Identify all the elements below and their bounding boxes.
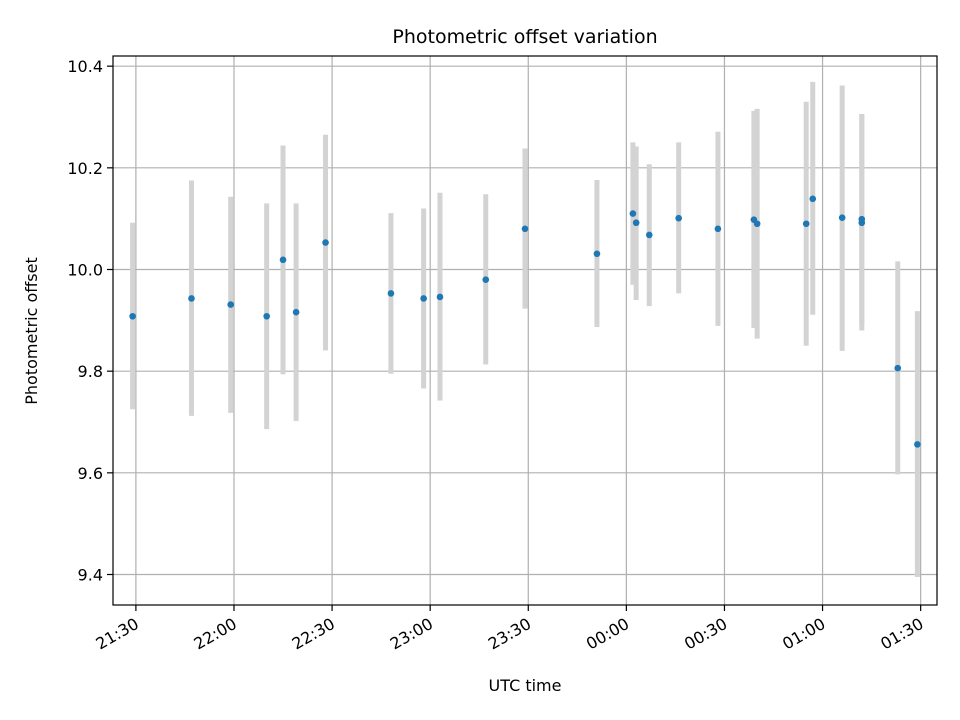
data-point <box>387 290 395 297</box>
y-axis: 9.4 9.6 9.8 10.0 10.2 10.4 <box>67 57 113 585</box>
data-point <box>436 293 444 301</box>
data-point <box>894 364 902 372</box>
x-axis-label: UTC time <box>489 676 562 695</box>
data-point <box>129 312 136 320</box>
data-point <box>809 195 817 203</box>
data-point <box>858 219 866 227</box>
y-tick-label: 9.8 <box>78 362 103 381</box>
data-point <box>521 225 529 233</box>
data-point <box>227 301 235 308</box>
y-axis-label: Photometric offset <box>22 257 41 405</box>
data-point <box>675 214 682 222</box>
plot-area-frame <box>112 55 938 606</box>
y-tick-label: 10.2 <box>67 159 103 178</box>
data-point <box>322 239 329 246</box>
data-point <box>753 220 761 228</box>
data-point <box>914 441 921 448</box>
data-point <box>593 250 601 258</box>
data-point <box>629 210 637 217</box>
y-tick-label: 9.4 <box>78 566 103 585</box>
data-point <box>279 256 287 264</box>
data-point <box>420 295 427 302</box>
data-point <box>802 220 810 228</box>
y-tick-label: 10.4 <box>67 57 103 76</box>
data-point <box>263 312 270 320</box>
y-tick-label: 9.6 <box>78 464 103 483</box>
data-point <box>292 308 300 316</box>
chart-title: Photometric offset variation <box>392 26 657 48</box>
data-point <box>838 214 846 221</box>
data-point <box>188 295 195 302</box>
data-points <box>129 195 921 448</box>
data-point <box>714 225 722 233</box>
data-point <box>632 219 640 227</box>
y-tick-label: 10.0 <box>67 261 103 280</box>
data-point <box>645 231 653 239</box>
data-point <box>482 276 490 283</box>
